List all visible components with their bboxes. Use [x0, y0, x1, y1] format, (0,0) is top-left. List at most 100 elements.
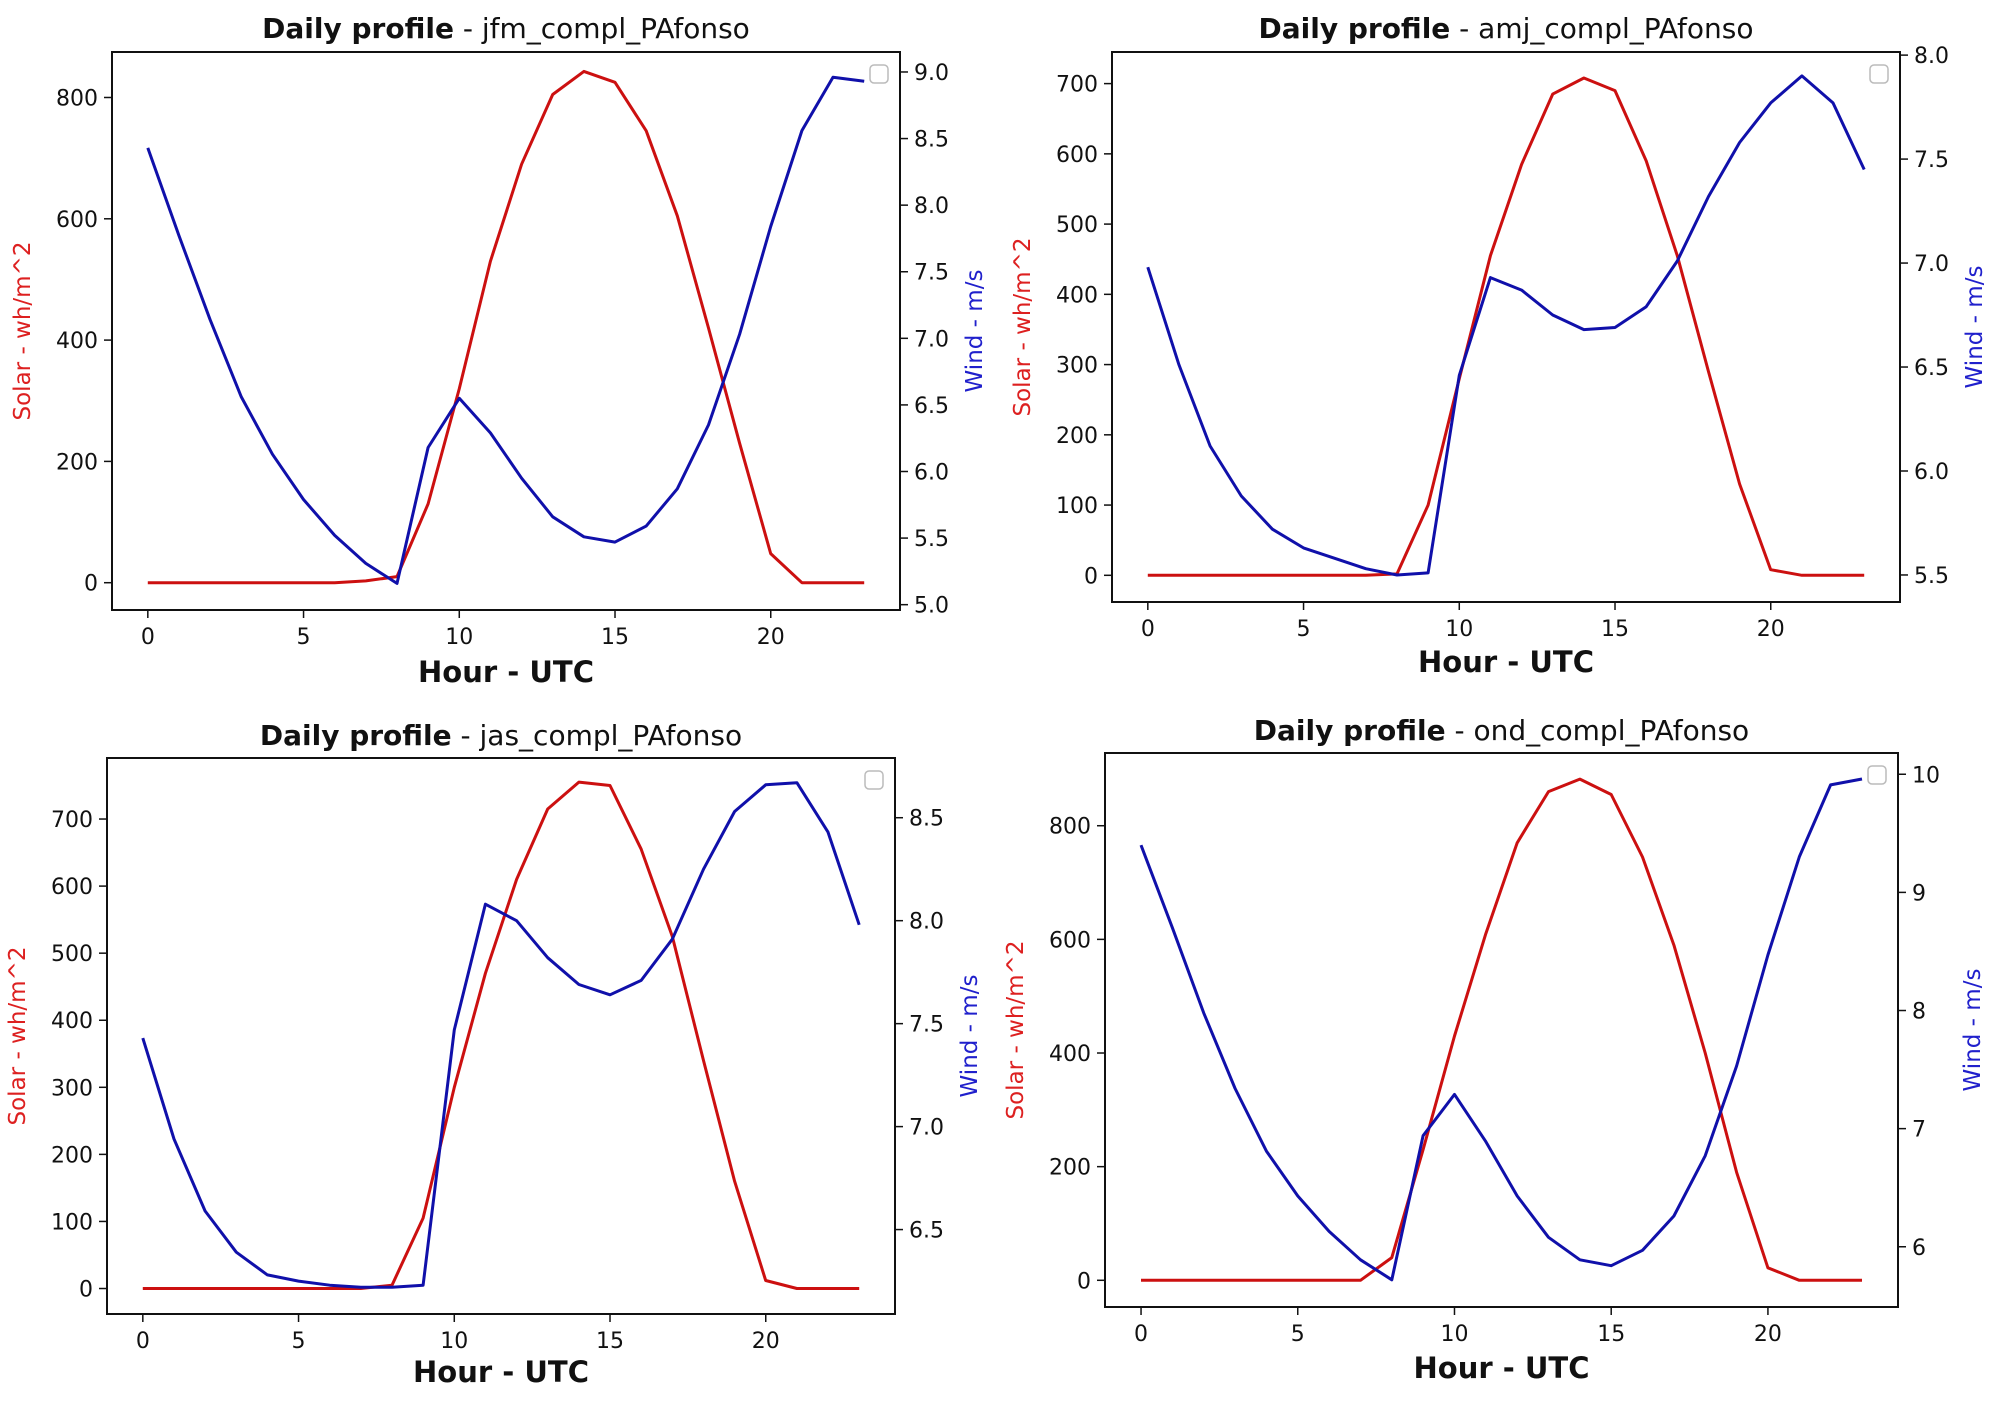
left-y-axis-label: Solar - wh/m^2	[1010, 238, 1036, 417]
x-tick-label: 0	[1141, 617, 1155, 642]
chart-title: Daily profile - jas_compl_PAfonso	[260, 719, 742, 752]
x-tick-label: 5	[292, 1329, 306, 1354]
left-y-tick-label: 300	[1056, 354, 1098, 379]
plot-frame	[107, 758, 895, 1314]
solar-series-line	[148, 71, 864, 582]
x-tick-label: 20	[1754, 1322, 1782, 1347]
right-y-axis-label: Wind - m/s	[1960, 969, 1986, 1092]
x-tick-label: 15	[596, 1329, 624, 1354]
x-tick-label: 0	[1134, 1322, 1148, 1347]
right-y-tick-label: 6.5	[909, 1219, 944, 1244]
chart-title-bold: Daily profile	[1259, 12, 1451, 45]
left-y-tick-label: 200	[1056, 424, 1098, 449]
plot-frame	[112, 52, 900, 610]
wind-series-line	[143, 783, 859, 1287]
chart-title: Daily profile - amj_compl_PAfonso	[1259, 12, 1754, 45]
solar-series-line	[1148, 78, 1864, 575]
left-y-tick-label: 400	[1049, 1042, 1091, 1067]
left-y-tick-label: 300	[51, 1076, 93, 1101]
x-tick-label: 20	[752, 1329, 780, 1354]
x-tick-label: 20	[757, 625, 785, 650]
left-y-tick-label: 200	[56, 450, 98, 475]
left-y-tick-label: 700	[51, 808, 93, 833]
chart-title-subtitle: - amj_compl_PAfonso	[1450, 12, 1753, 45]
left-y-tick-label: 500	[1056, 213, 1098, 238]
left-y-tick-label: 200	[51, 1143, 93, 1168]
x-tick-label: 10	[445, 625, 473, 650]
x-tick-label: 20	[1757, 617, 1785, 642]
wind-series-line	[1141, 779, 1862, 1280]
right-y-tick-label: 5.0	[914, 594, 949, 619]
right-y-tick-label: 7.0	[914, 327, 949, 352]
left-y-axis-label: Solar - wh/m^2	[5, 947, 31, 1126]
left-y-tick-label: 600	[1049, 928, 1091, 953]
left-y-tick-label: 600	[1056, 143, 1098, 168]
right-y-tick-label: 8.0	[914, 194, 949, 219]
left-y-tick-label: 500	[51, 942, 93, 967]
x-axis-label: Hour - UTC	[1414, 1351, 1590, 1385]
chart-title-subtitle: - jas_compl_PAfonso	[452, 719, 743, 752]
left-y-tick-label: 100	[51, 1210, 93, 1235]
chart-title: Daily profile - ond_compl_PAfonso	[1254, 714, 1749, 747]
right-y-axis-label: Wind - m/s	[957, 975, 983, 1098]
chart-title-subtitle: - jfm_compl_PAfonso	[454, 12, 750, 45]
right-y-tick-label: 6.5	[1914, 356, 1949, 381]
left-y-tick-label: 400	[51, 1009, 93, 1034]
right-y-tick-label: 5.5	[1914, 564, 1949, 589]
right-y-tick-label: 5.5	[914, 527, 949, 552]
right-y-tick-label: 9.0	[914, 61, 949, 86]
chart-title-subtitle: - ond_compl_PAfonso	[1446, 714, 1750, 747]
left-y-tick-label: 800	[56, 86, 98, 111]
left-y-tick-label: 600	[56, 208, 98, 233]
solar-series-line	[143, 782, 859, 1288]
right-y-tick-label: 7.5	[909, 1013, 944, 1038]
x-tick-label: 5	[1291, 1322, 1305, 1347]
right-y-tick-label: 8.5	[909, 807, 944, 832]
left-y-tick-label: 0	[1084, 564, 1098, 589]
x-tick-label: 15	[1601, 617, 1629, 642]
left-y-tick-label: 400	[1056, 283, 1098, 308]
plot-frame	[1112, 52, 1900, 602]
right-y-tick-label: 6.5	[914, 394, 949, 419]
left-y-tick-label: 0	[1077, 1269, 1091, 1294]
chart-title-bold: Daily profile	[1254, 714, 1446, 747]
x-tick-label: 5	[1297, 617, 1311, 642]
left-y-axis-label: Solar - wh/m^2	[1003, 941, 1029, 1120]
right-y-tick-label: 6.0	[914, 460, 949, 485]
left-y-tick-label: 0	[79, 1278, 93, 1303]
x-tick-label: 0	[141, 625, 155, 650]
left-y-tick-label: 600	[51, 875, 93, 900]
right-y-tick-label: 8.0	[909, 910, 944, 935]
x-tick-label: 10	[1440, 1322, 1468, 1347]
x-tick-label: 0	[136, 1329, 150, 1354]
plot-frame	[1105, 753, 1898, 1307]
legend-box	[865, 771, 883, 789]
right-y-tick-label: 6	[1912, 1236, 1926, 1261]
left-y-tick-label: 100	[1056, 494, 1098, 519]
legend-box	[1870, 65, 1888, 83]
right-y-tick-label: 7.5	[1914, 148, 1949, 173]
chart-title-bold: Daily profile	[262, 12, 454, 45]
right-y-tick-label: 7.0	[909, 1116, 944, 1141]
chart-title-bold: Daily profile	[260, 719, 452, 752]
legend-box	[870, 65, 888, 83]
wind-series-line	[1148, 76, 1864, 575]
x-tick-label: 5	[297, 625, 311, 650]
right-y-tick-label: 8.5	[914, 128, 949, 153]
chart-panel-3: Daily profile - ond_compl_PAfonso 0 5 10 15 2…	[1003, 714, 1986, 1385]
right-y-tick-label: 7.5	[914, 261, 949, 286]
right-y-axis-label: Wind - m/s	[962, 270, 988, 393]
x-axis-label: Hour - UTC	[1418, 645, 1594, 679]
left-y-tick-label: 400	[56, 329, 98, 354]
x-axis-label: Hour - UTC	[418, 655, 594, 689]
x-tick-label: 15	[1597, 1322, 1625, 1347]
right-y-axis-label: Wind - m/s	[1962, 266, 1988, 389]
x-axis-label: Hour - UTC	[413, 1355, 589, 1389]
left-y-tick-label: 0	[84, 572, 98, 597]
right-y-tick-label: 8	[1912, 1000, 1926, 1025]
